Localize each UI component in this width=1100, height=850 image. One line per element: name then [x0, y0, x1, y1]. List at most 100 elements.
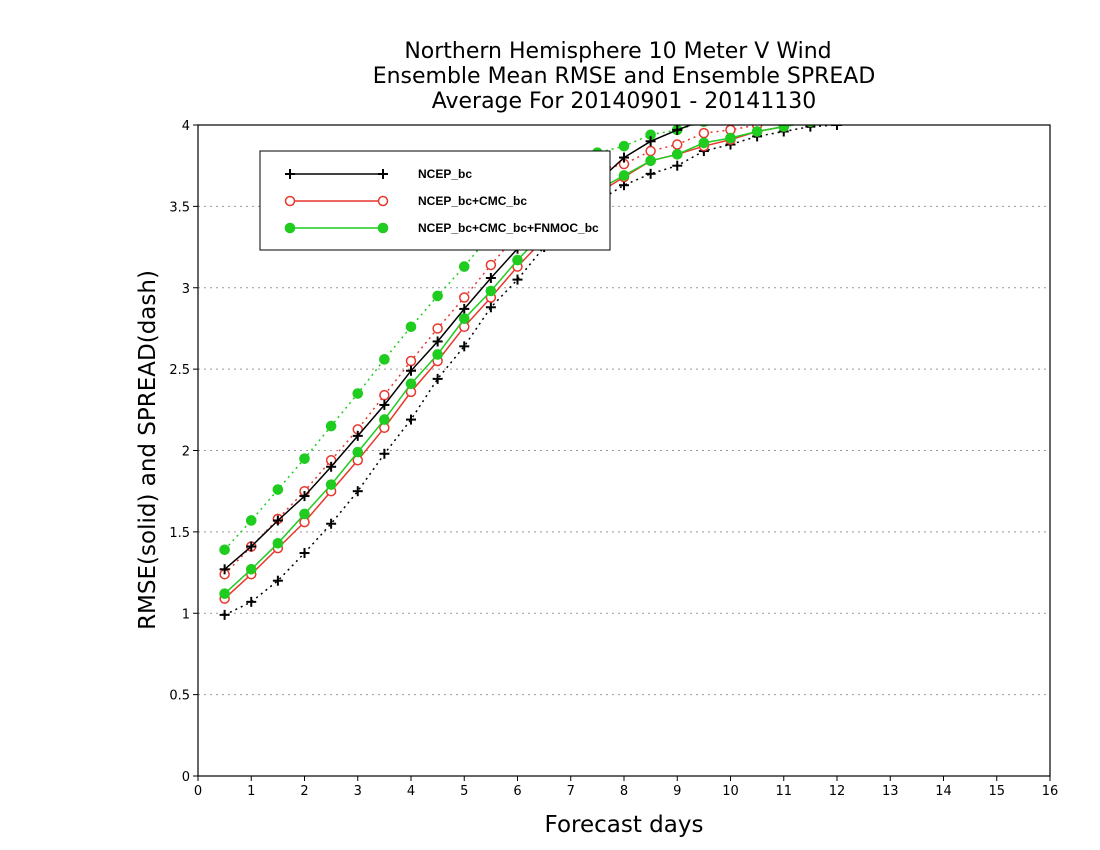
grid-lines — [198, 205, 1050, 696]
series-ncep-cmc-spread-point — [912, 91, 921, 100]
series-ncep-spread-point — [1045, 78, 1055, 88]
series-ncep-cmc-fnmoc-spread-point — [379, 354, 390, 365]
legend-marker-ncep — [285, 169, 295, 179]
series-ncep-spread-point — [645, 168, 656, 179]
series-ncep-rmse-line — [224, 125, 693, 570]
series-ncep-rmse-point — [485, 272, 496, 283]
series-ncep-rmse-point — [352, 430, 363, 441]
series-ncep-cmc-spread-point — [886, 96, 895, 105]
legend-marker-ncep-cmc — [377, 195, 389, 207]
series-ncep-spread-point — [485, 302, 496, 313]
series-ncep-cmc-fnmoc-rmse-point — [992, 83, 1002, 93]
series-ncep-rmse-point — [272, 515, 283, 526]
series-ncep-cmc-spread-point — [485, 259, 497, 271]
series-ncep-cmc-fnmoc-rmse-point — [219, 588, 230, 600]
series-ncep-cmc-fnmoc-spread-point — [859, 88, 869, 98]
series-ncep-cmc-fnmoc-rmse-point — [512, 254, 523, 266]
series-ncep-cmc-fnmoc-rmse-point — [698, 137, 710, 149]
x-axis-label: Forecast days — [545, 812, 704, 838]
series-ncep-spread-point — [965, 92, 975, 102]
legend-marker-ncep — [378, 169, 388, 179]
series-ncep-cmc-spread-point — [833, 106, 842, 115]
series-ncep-cmc-fnmoc-spread-point — [618, 140, 630, 152]
series-ncep-rmse-point — [379, 399, 390, 410]
series-ncep-rmse-point — [406, 365, 416, 376]
series-ncep-cmc-spread-line — [224, 125, 762, 575]
series-ncep-cmc-rmse-point — [966, 86, 975, 95]
x-tick-label: 9 — [673, 784, 681, 799]
series-ncep-cmc-fnmoc-spread-point — [299, 453, 310, 464]
series-ncep-cmc-fnmoc-rmse-point — [912, 97, 922, 107]
y-tick-label: 4 — [182, 119, 190, 134]
series-ncep-cmc-spread-point — [405, 355, 417, 367]
series-ncep-cmc-fnmoc-rmse-point — [325, 479, 337, 490]
series-ncep-cmc-fnmoc-rmse-point — [379, 414, 390, 425]
series-ncep-cmc-spread-point — [1019, 72, 1028, 81]
x-tick-label: 16 — [1042, 784, 1059, 799]
y-tick-label: 0.5 — [169, 689, 190, 704]
series-ncep-spread-point — [352, 486, 363, 497]
series-ncep-cmc-spread-point — [379, 389, 390, 401]
series-ncep-cmc-fnmoc-spread-point — [965, 68, 975, 78]
x-tick-label: 15 — [988, 784, 1005, 799]
chart-title-line-3: Average For 20140901 - 20141130 — [432, 89, 817, 114]
series-ncep-spread-point — [406, 414, 416, 425]
legend-marker-ncep-cmc-fnmoc — [284, 222, 296, 234]
series-ncep-cmc-fnmoc-spread-point — [992, 63, 1002, 73]
chart-title-line-2: Ensemble Mean RMSE and Ensemble SPREAD — [373, 64, 876, 89]
series-ncep-cmc-fnmoc-rmse-point — [352, 446, 364, 458]
series-ncep-cmc-fnmoc-spread-point — [405, 321, 417, 333]
series-ncep-cmc-spread-point — [459, 292, 470, 303]
series-ncep-rmse-point — [619, 152, 629, 163]
x-tick-label: 6 — [513, 784, 521, 799]
x-tick-label: 12 — [829, 784, 846, 799]
series-ncep-cmc-fnmoc-rmse-point — [618, 170, 630, 181]
series-ncep-cmc-fnmoc-spread-point — [832, 93, 842, 103]
y-tick-label: 3.5 — [169, 200, 190, 215]
series-ncep-cmc-fnmoc-rmse-point — [272, 537, 284, 549]
series-ncep-spread-line — [224, 125, 840, 616]
series-ncep-cmc-fnmoc-rmse-point — [432, 349, 443, 360]
series-ncep-cmc-fnmoc-rmse-point — [939, 93, 949, 103]
series-ncep-cmc-fnmoc-rmse-line — [224, 125, 797, 595]
series-ncep-spread-point — [885, 107, 895, 117]
y-tick-label: 1 — [182, 607, 190, 622]
series-ncep-cmc-fnmoc-rmse-point — [965, 88, 975, 98]
legend-label-ncep-cmc: NCEP_bc+CMC_bc — [418, 194, 527, 208]
series-ncep-cmc-fnmoc-rmse-point — [751, 126, 763, 137]
series-ncep-rmse-point — [459, 303, 470, 314]
series-ncep-rmse-point — [992, 40, 1002, 50]
series-ncep-cmc-rmse-point — [992, 81, 1001, 90]
series-ncep-cmc-fnmoc-spread-point — [1045, 53, 1055, 63]
series-ncep-cmc-fnmoc-spread-line — [224, 125, 696, 551]
series-ncep-spread-point — [672, 160, 683, 171]
series-ncep-spread-point — [459, 341, 470, 352]
series-ncep-cmc-rmse-point — [912, 96, 921, 105]
series-ncep-cmc-rmse-point — [1046, 72, 1055, 81]
series-ncep-cmc-spread-point — [432, 323, 443, 334]
series-ncep-rmse-point — [1045, 30, 1055, 40]
series-ncep-cmc-fnmoc-rmse-point — [485, 285, 497, 297]
series-ncep-cmc-fnmoc-rmse-point — [832, 112, 842, 122]
series-ncep-cmc-fnmoc-spread-point — [432, 290, 443, 302]
legend: NCEP_bc NCEP_bc+CMC_bc NCEP_bc+CMC_bc+FN… — [259, 150, 611, 251]
series-ncep-rmse-point — [702, 125, 705, 126]
series-ncep-spread-point — [992, 87, 1002, 97]
series-ncep-cmc-spread-point — [672, 139, 683, 150]
y-tick-label: 3 — [182, 282, 190, 297]
series-ncep-spread-point — [379, 448, 390, 459]
series-ncep-cmc-spread-point — [645, 145, 656, 157]
series-ncep-cmc-fnmoc-spread-point — [1019, 58, 1029, 68]
series-ncep-spread-point — [246, 596, 257, 607]
series-ncep-rmse-point — [672, 125, 683, 135]
series-ncep-cmc-rmse-point — [833, 112, 842, 121]
series-ncep-cmc-fnmoc-spread-point — [939, 73, 949, 83]
series-ncep-cmc-fnmoc-rmse-point — [405, 378, 417, 390]
series-ncep-spread-point — [512, 274, 523, 285]
series-ncep-rmse-point — [939, 50, 949, 60]
series-ncep-cmc-fnmoc-rmse-point — [885, 102, 895, 112]
x-tick-label: 8 — [620, 784, 628, 799]
series-ncep-rmse-point — [246, 541, 257, 552]
x-tick-label: 4 — [407, 784, 415, 799]
series-ncep-rmse-point — [912, 55, 922, 65]
